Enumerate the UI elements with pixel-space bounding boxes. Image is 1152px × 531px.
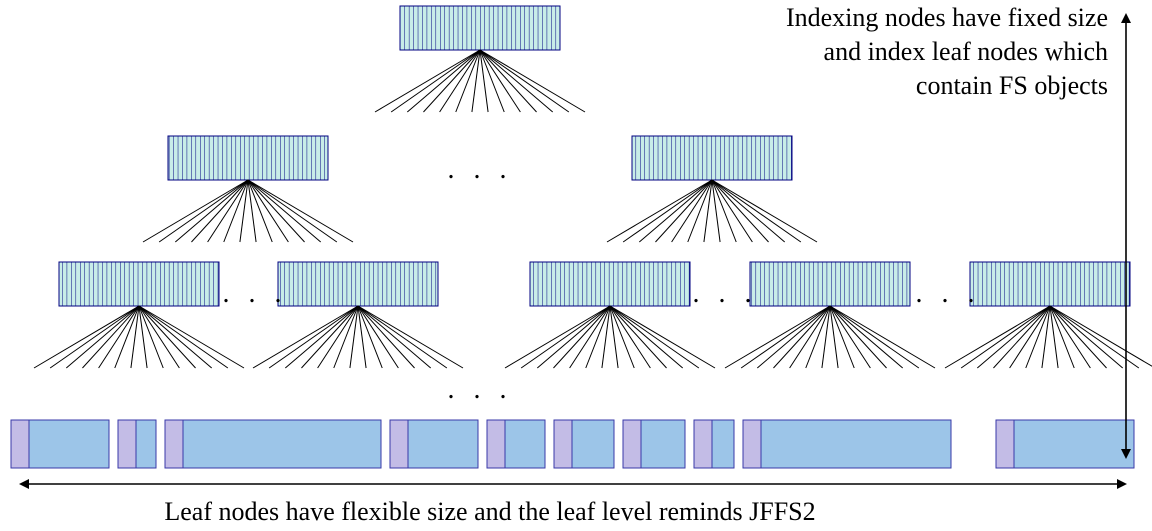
fan-l2-2 bbox=[505, 306, 715, 368]
right-label-line-2: contain FS objects bbox=[916, 71, 1108, 100]
ellipsis-l2-2: . . . bbox=[916, 278, 981, 309]
index-node-l1-1 bbox=[632, 136, 792, 180]
leaf-node-3 bbox=[390, 420, 478, 468]
fan-l2-1 bbox=[253, 306, 463, 368]
leaf-node-0 bbox=[11, 420, 109, 468]
fan-root bbox=[375, 50, 585, 112]
ellipsis-l1: . . . bbox=[448, 154, 513, 185]
leaf-node-2 bbox=[165, 420, 381, 468]
leaf-node-8 bbox=[743, 420, 951, 468]
bottom-label: Leaf nodes have flexible size and the le… bbox=[164, 497, 815, 526]
fan-l2-0 bbox=[34, 306, 244, 368]
fan-l2-3 bbox=[725, 306, 935, 368]
fan-l2-4 bbox=[945, 306, 1152, 368]
leaf-node-4 bbox=[487, 420, 545, 468]
leaf-node-6 bbox=[623, 420, 685, 468]
index-node-root bbox=[400, 6, 560, 50]
right-label-line-1: and index leaf nodes which bbox=[824, 37, 1108, 66]
index-node-l1-0 bbox=[168, 136, 328, 180]
fan-l1-0 bbox=[143, 180, 353, 242]
leaf-node-5 bbox=[554, 420, 614, 468]
leaf-node-7 bbox=[694, 420, 734, 468]
fan-l1-1 bbox=[607, 180, 817, 242]
leaf-node-1 bbox=[118, 420, 156, 468]
ellipsis-l2-0: . . . bbox=[223, 278, 288, 309]
ellipsis-l2-1: . . . bbox=[693, 278, 758, 309]
ellipsis-mid: . . . bbox=[448, 374, 513, 405]
index-node-l2-4 bbox=[970, 262, 1130, 306]
right-label-line-0: Indexing nodes have fixed size bbox=[786, 3, 1108, 32]
index-node-l2-2 bbox=[530, 262, 690, 306]
index-node-l2-0 bbox=[59, 262, 219, 306]
leaf-node-9 bbox=[996, 420, 1134, 468]
index-node-l2-3 bbox=[750, 262, 910, 306]
index-node-l2-1 bbox=[278, 262, 438, 306]
